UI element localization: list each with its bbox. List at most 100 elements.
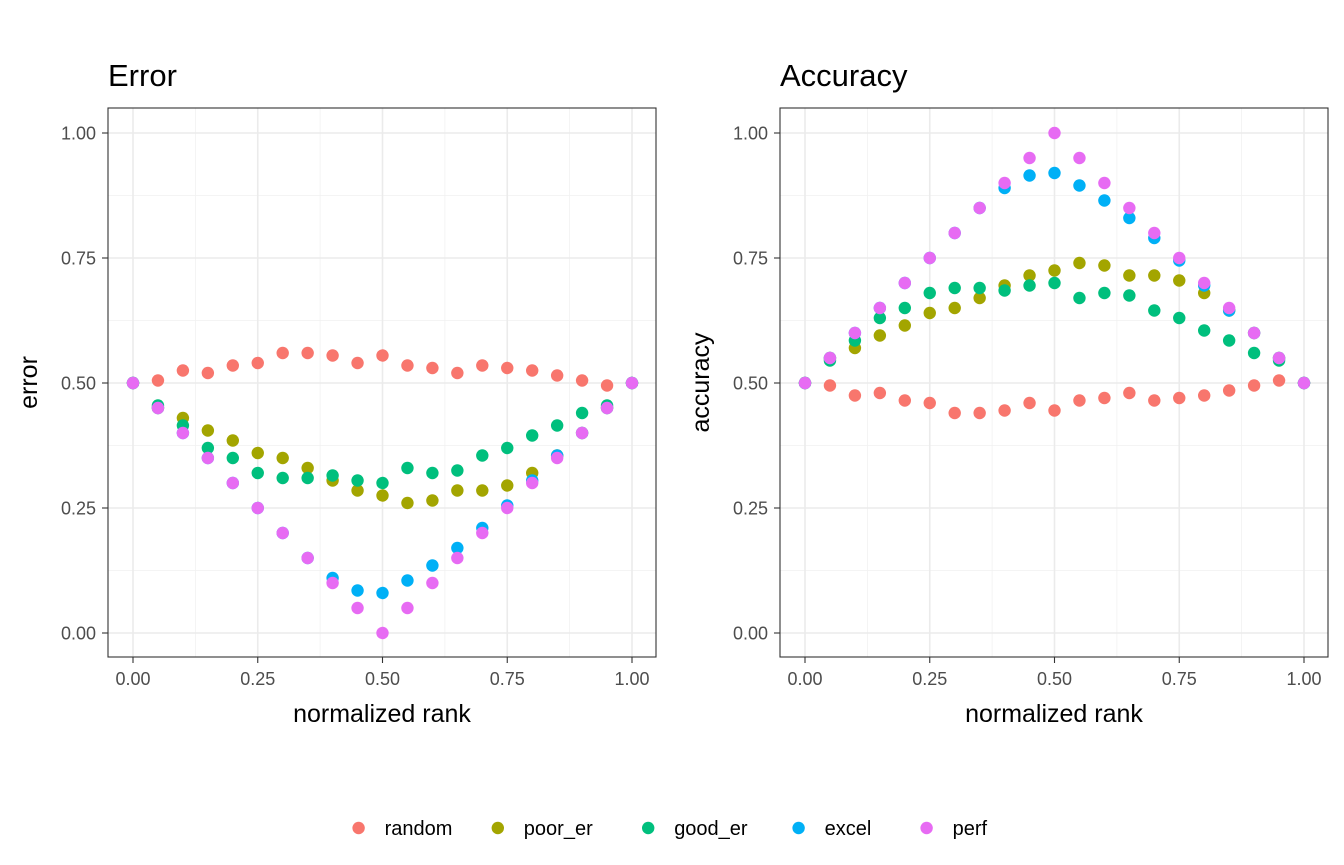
error-point-good_er — [226, 451, 239, 465]
accuracy-point-good_er — [1048, 276, 1061, 290]
error-point-poor_er — [276, 451, 289, 465]
accuracy-gridlines — [780, 108, 1328, 657]
accuracy-point-perf — [1173, 251, 1186, 265]
error-point-poor_er — [476, 484, 489, 497]
error-point-random — [326, 349, 339, 362]
error-y-tick-label: 0.75 — [61, 249, 96, 269]
accuracy-point-good_er — [1148, 304, 1161, 317]
accuracy-point-poor_er — [1098, 259, 1111, 272]
accuracy-point-perf — [923, 251, 936, 265]
accuracy-point-good_er — [1023, 279, 1036, 292]
accuracy-point-poor_er — [973, 291, 986, 305]
error-point-perf — [151, 401, 165, 415]
accuracy-point-poor_er — [923, 306, 936, 320]
error-point-good_er — [526, 429, 539, 442]
accuracy-point-excel — [1123, 211, 1136, 225]
accuracy-x-tick-label: 1.00 — [1286, 669, 1321, 689]
error-point-poor_er — [501, 479, 514, 492]
error-x-tick-label: 0.50 — [365, 669, 400, 689]
accuracy-point-random — [1123, 386, 1136, 400]
error-point-good_er — [451, 464, 464, 477]
accuracy-point-good_er — [1073, 291, 1086, 305]
accuracy-y-tick-label: 0.50 — [733, 374, 768, 394]
legend-label-good_er: good_er — [674, 818, 748, 840]
accuracy-point-excel — [1098, 194, 1111, 207]
error-y-tick-label: 1.00 — [61, 124, 96, 144]
accuracy-point-random — [848, 389, 862, 402]
accuracy-point-random — [823, 379, 837, 392]
error-point-perf — [176, 426, 190, 440]
accuracy-x-tick-label: 0.25 — [912, 669, 947, 689]
accuracy-point-perf — [1247, 326, 1261, 340]
error-point-poor_er — [251, 446, 264, 460]
accuracy-point-poor_er — [1123, 269, 1136, 282]
error-point-perf — [476, 526, 489, 540]
error-point-poor_er — [351, 484, 364, 497]
error-point-perf — [451, 551, 464, 565]
accuracy-point-perf — [973, 201, 986, 215]
error-panel: Error 0.00 0.25 0.50 0.75 1.000.000.250.500.… — [15, 58, 657, 728]
legend-label-random: random — [385, 818, 453, 840]
error-point-random — [151, 374, 165, 387]
error-point-poor_er — [451, 484, 464, 497]
accuracy-point-perf — [823, 351, 837, 365]
accuracy-point-random — [1148, 394, 1161, 407]
error-point-poor_er — [426, 494, 439, 507]
error-point-random — [426, 361, 439, 375]
accuracy-point-random — [1048, 404, 1061, 417]
accuracy-point-poor_er — [1073, 256, 1086, 270]
accuracy-point-perf — [898, 276, 911, 290]
error-x-tick-label: 0.75 — [490, 669, 525, 689]
legend-key-poor_er — [491, 821, 504, 835]
error-point-good_er — [550, 419, 564, 432]
error-point-random — [301, 346, 314, 360]
error-point-perf — [276, 526, 289, 540]
accuracy-x-tick-label: 0.00 — [787, 669, 822, 689]
accuracy-point-poor_er — [898, 319, 911, 332]
legend-label-perf: perf — [953, 818, 988, 840]
error-point-perf — [550, 451, 564, 465]
error-y-tick-label: 0.25 — [61, 499, 96, 519]
accuracy-point-perf — [1073, 151, 1086, 165]
error-x-tick-label: 0.00 — [115, 669, 150, 689]
accuracy-point-random — [873, 386, 887, 400]
error-y-tick-label: 0.00 — [61, 624, 96, 644]
error-point-random — [251, 356, 264, 370]
error-points — [126, 346, 639, 640]
error-point-poor_er — [401, 496, 414, 510]
error-point-excel — [426, 559, 439, 572]
error-point-perf — [226, 476, 239, 490]
error-ticks: 0.00 0.25 0.50 0.75 1.00 0.00 0.25 0.50 0.75 1.00 — [61, 124, 650, 690]
legend-key-perf — [920, 821, 933, 835]
error-point-random — [201, 366, 215, 380]
error-y-tick-label: 0.50 — [61, 374, 96, 394]
accuracy-panel-title: Accuracy — [780, 58, 908, 93]
accuracy-x-tick-label: 0.75 — [1162, 669, 1197, 689]
error-point-perf — [625, 376, 639, 390]
error-point-good_er — [251, 466, 264, 480]
accuracy-point-poor_er — [1148, 269, 1161, 282]
accuracy-x-axis-title: normalized rank — [965, 700, 1143, 728]
error-point-random — [451, 366, 464, 380]
accuracy-point-good_er — [898, 301, 911, 315]
accuracy-point-good_er — [998, 284, 1011, 297]
accuracy-point-perf — [998, 176, 1011, 190]
error-point-excel — [376, 586, 389, 600]
error-point-good_er — [401, 461, 414, 475]
error-point-good_er — [575, 406, 589, 420]
error-point-good_er — [201, 441, 215, 455]
accuracy-point-perf — [1148, 226, 1161, 240]
error-point-good_er — [501, 441, 514, 455]
accuracy-point-excel — [1073, 179, 1086, 192]
error-point-good_er — [276, 471, 289, 485]
error-point-excel — [401, 574, 414, 587]
accuracy-point-good_er — [873, 311, 887, 325]
accuracy-y-tick-label: 0.00 — [733, 624, 768, 644]
error-point-good_er — [476, 449, 489, 462]
error-panel-title: Error — [108, 58, 177, 93]
accuracy-point-excel — [1048, 166, 1061, 180]
error-point-random — [401, 359, 414, 372]
accuracy-y-axis-title: accuracy — [687, 332, 715, 433]
accuracy-point-good_er — [948, 281, 961, 295]
